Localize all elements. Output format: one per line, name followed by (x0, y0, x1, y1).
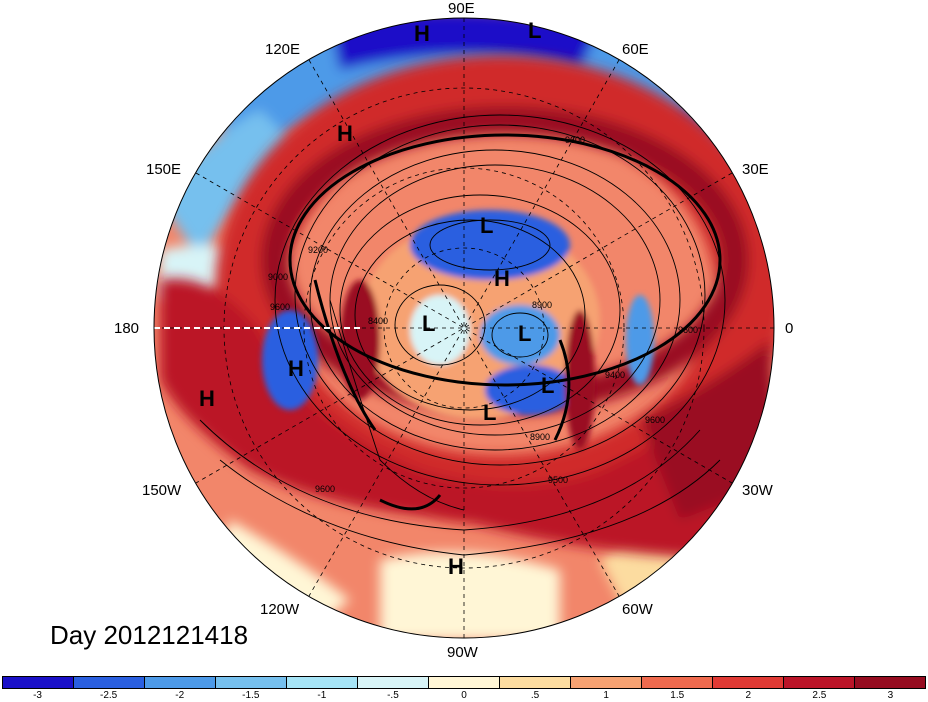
contour-label: 9500 (548, 475, 569, 485)
contour-label: 8900 (532, 300, 553, 310)
colorbar-swatch (358, 677, 429, 688)
contour-label: 9200 (308, 245, 329, 255)
lon-label-120w: 120W (260, 601, 300, 618)
colorbar-tick-label: -.5 (387, 690, 399, 701)
colorbar (2, 676, 926, 689)
lon-label-60e: 60E (622, 41, 649, 58)
contour-label: 9600 (315, 484, 336, 494)
colorbar-tick-label: 1.5 (670, 690, 685, 701)
lon-label-60w: 60W (622, 601, 653, 618)
low-pressure-marker: L (483, 400, 497, 425)
low-pressure-marker: L (480, 213, 494, 238)
lon-label-180: 180 (114, 320, 140, 337)
high-pressure-marker: H (448, 554, 464, 579)
contour-label: 9600 (270, 302, 291, 312)
high-pressure-marker: H (494, 266, 510, 291)
low-pressure-marker: L (528, 18, 542, 43)
colorbar-swatch (642, 677, 713, 688)
colorbar-tick-label: 2 (745, 690, 752, 701)
lon-label-90e: 90E (448, 0, 475, 17)
colorbar-tick-label: -2 (175, 690, 185, 701)
high-pressure-marker: H (288, 356, 304, 381)
colorbar-swatch (855, 677, 925, 688)
contour-label: 9600 (645, 415, 666, 425)
colorbar-tick-label: -1 (317, 690, 327, 701)
colorbar-tick-label: 0 (461, 690, 467, 701)
colorbar-tick-label: 3 (887, 690, 894, 701)
colorbar-swatch (571, 677, 642, 688)
lon-label-90w: 90W (447, 644, 478, 661)
colorbar-swatch (500, 677, 571, 688)
colorbar-tick-label: -3 (33, 690, 42, 701)
colorbar-swatch (713, 677, 784, 688)
colorbar-swatch (287, 677, 358, 688)
colorbar-swatch (3, 677, 74, 688)
lon-label-30w: 30W (742, 482, 773, 499)
low-pressure-marker: L (518, 321, 532, 346)
lon-label-150e: 150E (146, 161, 182, 178)
contour-label: 9600 (565, 135, 586, 145)
lon-label-30e: 30E (742, 161, 769, 178)
low-pressure-marker: L (422, 311, 436, 336)
colorbar-swatch (145, 677, 216, 688)
colorbar-swatch (216, 677, 287, 688)
lon-label-150w: 150W (142, 482, 182, 499)
colorbar-swatch (74, 677, 145, 688)
timestamp-label: Day 2012121418 (50, 620, 249, 650)
colorbar-tick-label: 2.5 (812, 690, 827, 701)
colorbar-swatch (784, 677, 855, 688)
contour-label: 8400 (368, 316, 389, 326)
colorbar-swatch (429, 677, 500, 688)
contour-label: 8900 (530, 432, 551, 442)
low-pressure-marker: L (541, 373, 555, 398)
contour-label: 9400 (605, 370, 626, 380)
lon-label-0: 0 (785, 320, 794, 337)
high-pressure-marker: H (199, 386, 215, 411)
colorbar-tick-label: .5 (530, 690, 540, 701)
high-pressure-marker: H (337, 121, 353, 146)
contour-label: 9600 (678, 325, 699, 335)
colorbar-tick-label: -2.5 (99, 690, 118, 701)
colorbar-tick-label: -1.5 (242, 690, 260, 701)
contour-label: 9000 (268, 272, 289, 282)
lon-label-120e: 120E (265, 41, 301, 58)
high-pressure-marker: H (414, 21, 430, 46)
colorbar-tick-label: 1 (603, 690, 609, 701)
